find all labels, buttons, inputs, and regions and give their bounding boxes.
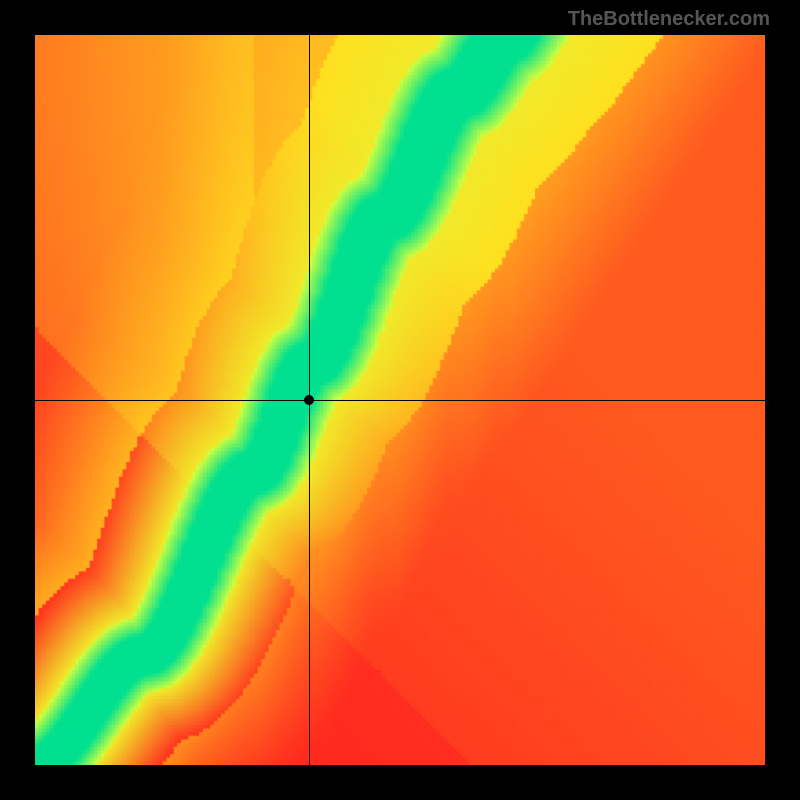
marker-dot <box>304 395 314 405</box>
plot-area <box>35 35 765 765</box>
crosshair-horizontal <box>35 400 765 401</box>
watermark-text: TheBottlenecker.com <box>568 8 770 31</box>
